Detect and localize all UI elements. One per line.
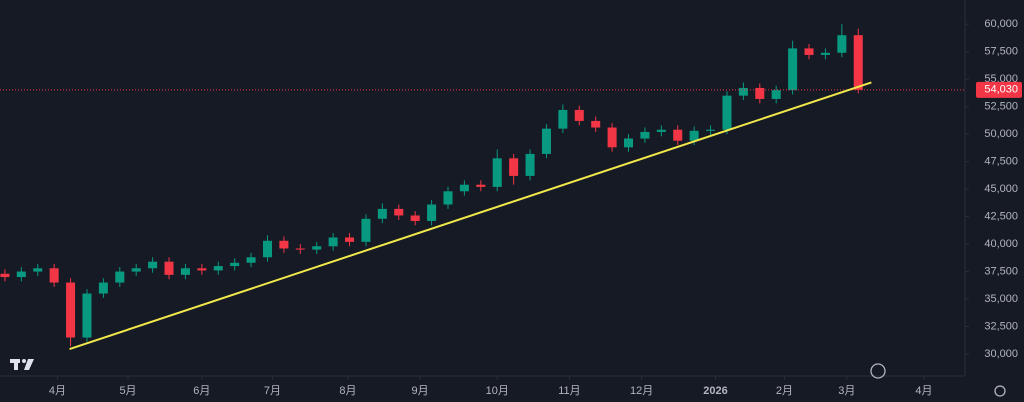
logo-part	[14, 359, 18, 370]
x-tick-label: 3月	[838, 385, 855, 397]
candle-body	[820, 52, 830, 55]
x-tick-label: 5月	[119, 385, 136, 397]
candle-body	[673, 129, 683, 141]
y-tick-label: 47,500	[984, 156, 1018, 168]
candle-body	[788, 48, 798, 91]
candle-body	[607, 127, 617, 148]
candle-body	[689, 130, 699, 141]
candle-body	[476, 184, 486, 187]
x-tick-label: 10月	[486, 385, 509, 397]
candle-body	[279, 240, 289, 249]
last-price-box	[976, 81, 1022, 98]
x-tick-label: 4月	[49, 385, 66, 397]
settings-button[interactable]	[994, 385, 1006, 397]
candle-body	[656, 129, 666, 132]
candle-body	[131, 268, 141, 272]
last-price-label: 54,030	[984, 84, 1018, 96]
y-tick-label: 60,000	[984, 18, 1018, 30]
candle-body	[410, 215, 420, 221]
x-tick-label: 9月	[412, 385, 429, 397]
candle-body	[459, 184, 469, 192]
replay-button[interactable]	[870, 363, 886, 379]
x-tick-label: 4月	[915, 385, 932, 397]
logo-part	[24, 359, 34, 370]
candle-body	[246, 257, 256, 263]
candle-body	[574, 109, 584, 121]
x-tick-label: 2026	[703, 385, 727, 397]
y-tick-label: 52,500	[984, 101, 1018, 113]
candle-body	[180, 268, 190, 275]
x-tick-label: 7月	[264, 385, 281, 397]
x-tick-label: 12月	[630, 385, 653, 397]
candle-body	[427, 204, 437, 221]
candle-body	[853, 35, 863, 90]
y-tick-label: 45,000	[984, 183, 1018, 195]
candle-body	[33, 268, 43, 272]
candle-body	[312, 246, 322, 250]
candle-body	[377, 208, 387, 219]
candle-body	[82, 293, 92, 338]
candle-body	[197, 268, 207, 271]
logo-part	[22, 359, 26, 363]
candle-body	[443, 191, 453, 205]
candle-body	[525, 153, 535, 176]
candle-body	[738, 87, 748, 96]
candle-body	[0, 273, 10, 278]
trendline	[69, 81, 872, 351]
y-tick-label: 35,000	[984, 293, 1018, 305]
candle-body	[164, 261, 174, 275]
candle-body	[509, 158, 519, 176]
candle-body	[541, 128, 551, 154]
x-tick-label: 2月	[776, 385, 793, 397]
candle-body	[148, 261, 158, 269]
candle-body	[755, 87, 765, 99]
candle-body	[722, 95, 732, 130]
candle-body	[558, 109, 568, 129]
candle-body	[66, 282, 76, 338]
y-tick-label: 50,000	[984, 128, 1018, 140]
y-tick-label: 40,000	[984, 238, 1018, 250]
candle-body	[624, 138, 634, 148]
x-tick-label: 6月	[193, 385, 210, 397]
candle-body	[837, 35, 847, 53]
y-tick-label: 30,000	[984, 348, 1018, 360]
tv-logo[interactable]	[10, 359, 34, 370]
candle-body	[295, 248, 305, 250]
candle-body	[213, 266, 223, 271]
candle-body	[98, 282, 108, 294]
y-tick-label: 37,500	[984, 265, 1018, 277]
candle-body	[115, 271, 125, 283]
candle-body	[328, 237, 338, 247]
candle-body	[230, 262, 240, 267]
y-tick-label: 32,500	[984, 320, 1018, 332]
x-tick-label: 11月	[558, 385, 580, 397]
y-tick-label: 42,500	[984, 210, 1018, 222]
candle-body	[706, 129, 716, 131]
candle-body	[771, 90, 781, 99]
y-tick-label: 57,500	[984, 46, 1018, 58]
candle-body	[640, 131, 650, 139]
candle-body	[804, 48, 814, 55]
candle-body	[16, 271, 26, 278]
candle-body	[492, 158, 502, 187]
candle-body	[361, 218, 371, 242]
candle-body	[345, 237, 355, 242]
candle-body	[49, 268, 59, 283]
candle-body	[591, 120, 601, 128]
candle-body	[262, 240, 272, 258]
x-tick-label: 8月	[339, 385, 356, 397]
candle-body	[394, 208, 404, 216]
